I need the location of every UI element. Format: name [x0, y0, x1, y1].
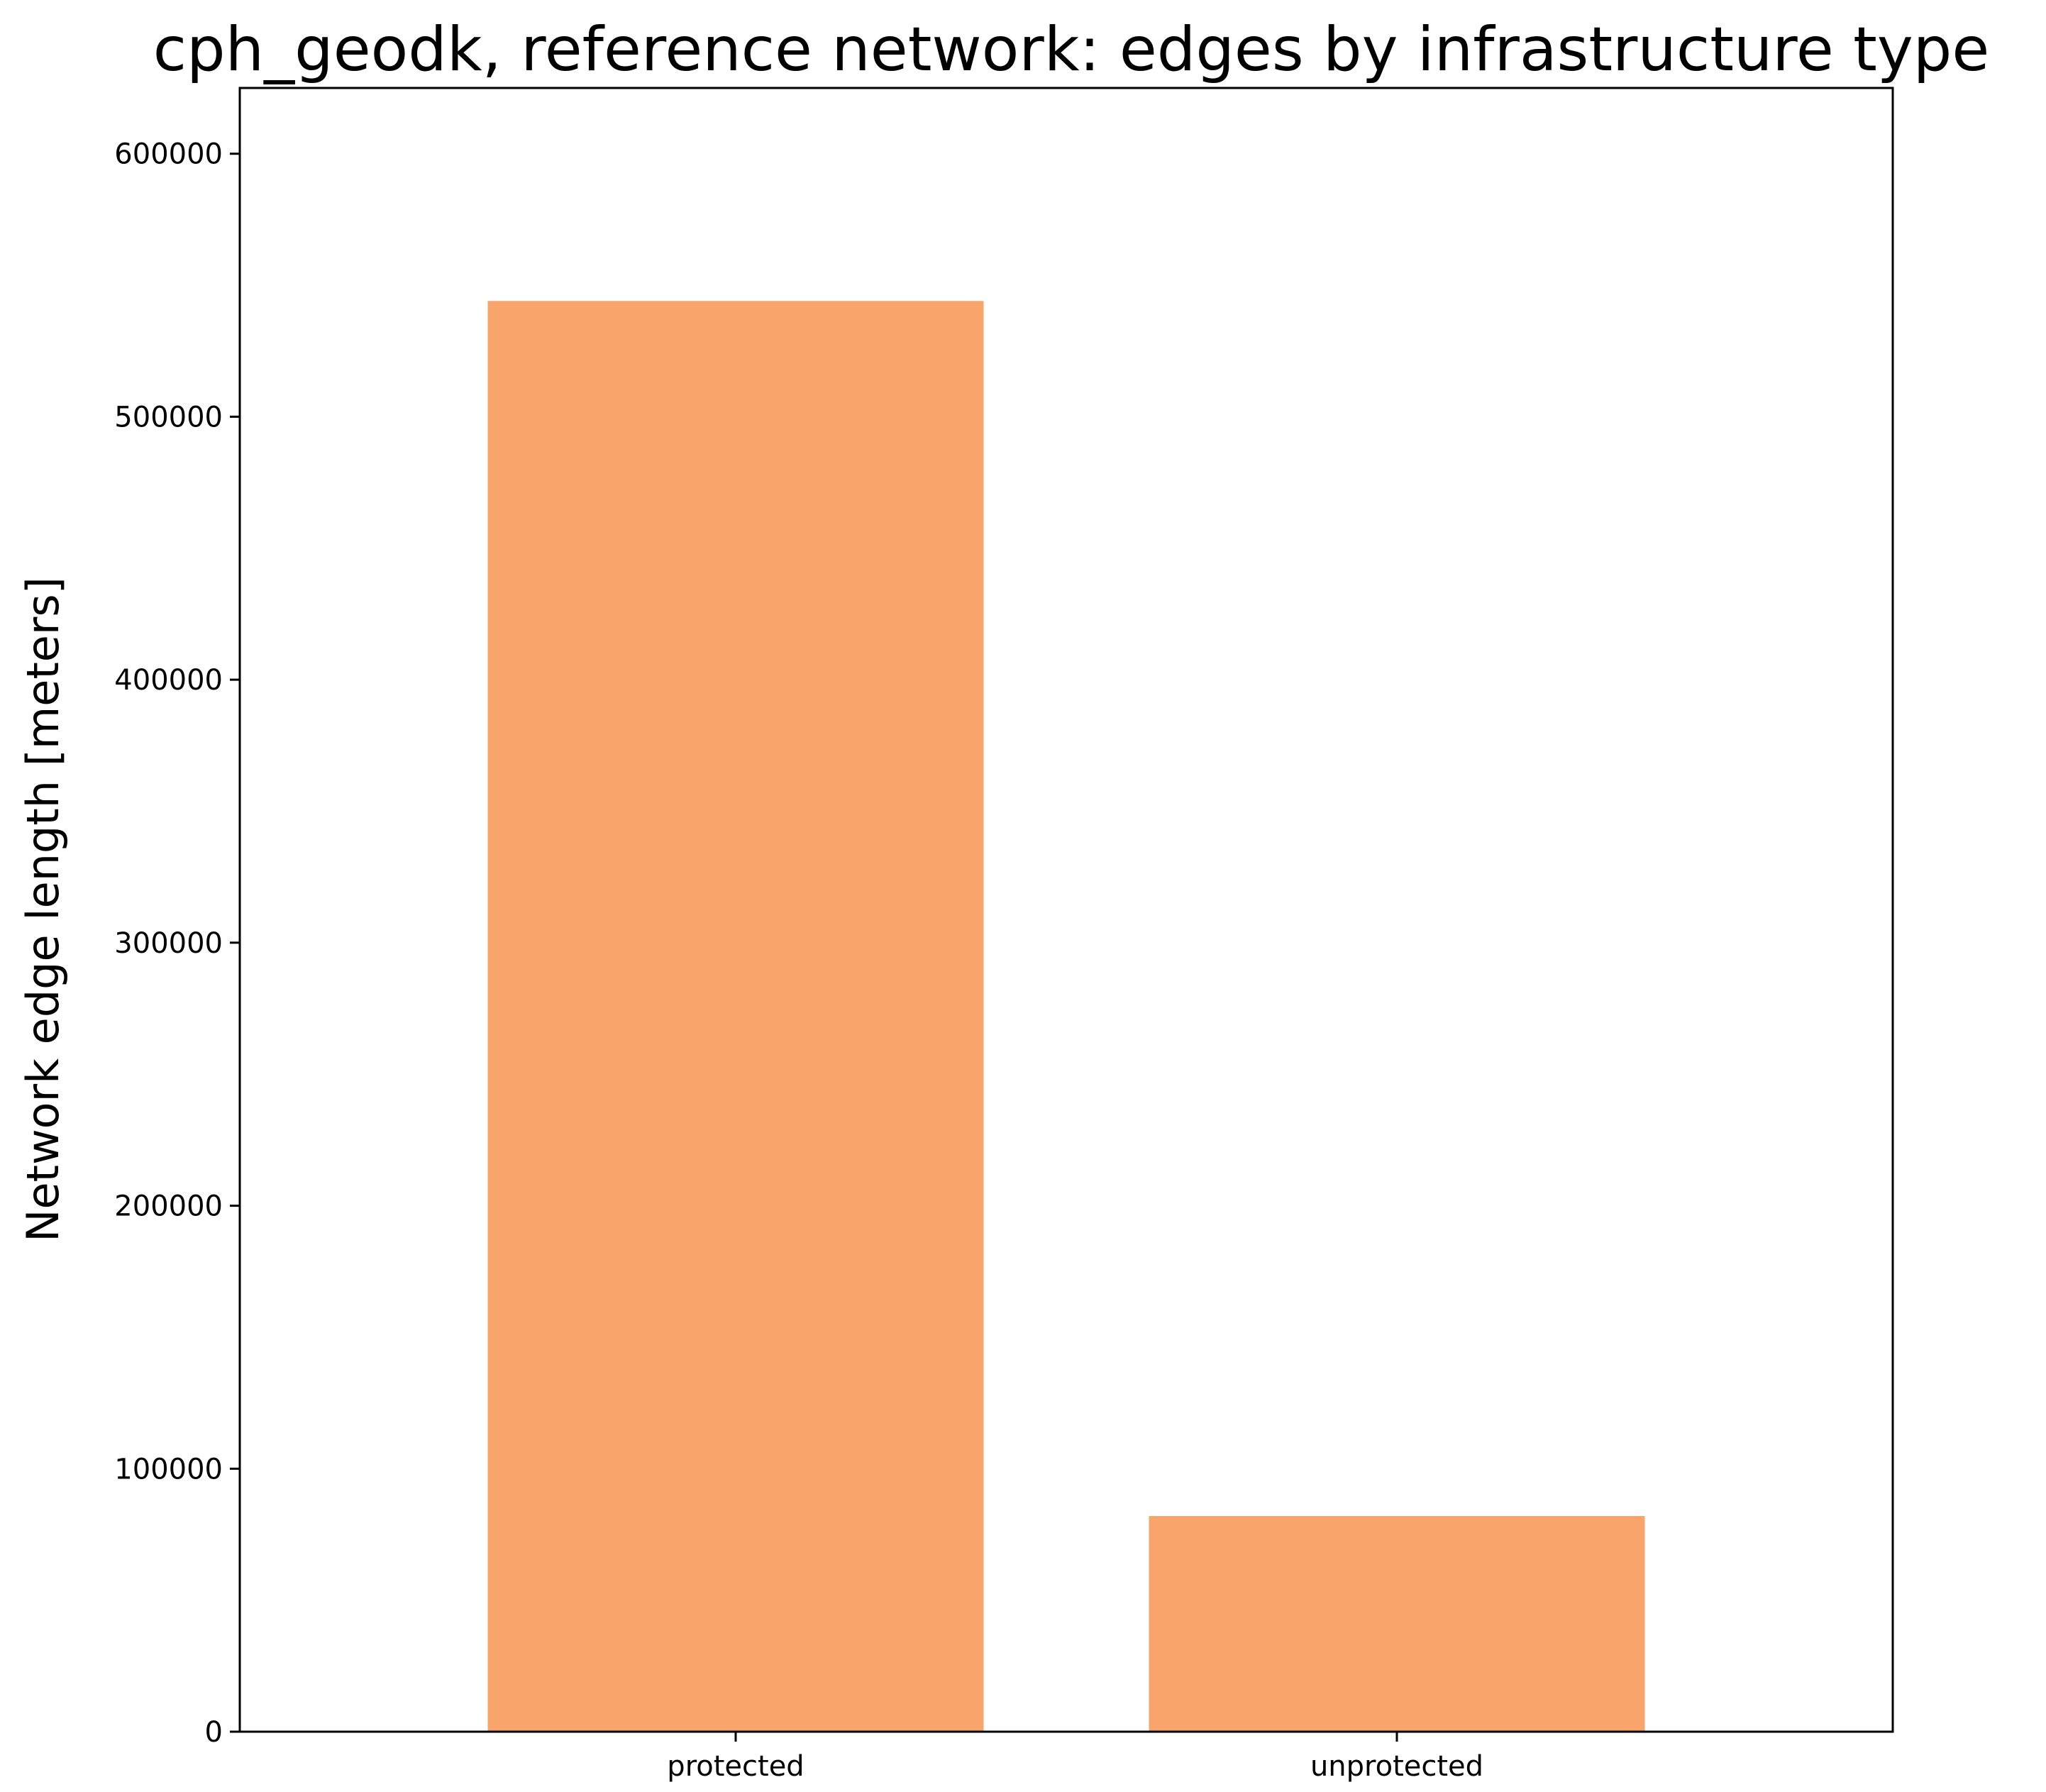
y-tick-label: 400000	[114, 664, 223, 697]
plot-frame	[238, 87, 1894, 1733]
y-axis-title: Network edge length [meters]	[17, 577, 69, 1242]
bar-unprotected	[1149, 1516, 1645, 1732]
y-tick-label: 0	[205, 1716, 223, 1749]
x-tick-label: unprotected	[1310, 1750, 1483, 1783]
y-tick-label: 300000	[114, 927, 223, 960]
x-axis-ticks: protected unprotected	[667, 1732, 1483, 1783]
x-tick-label: protected	[667, 1750, 804, 1783]
bars-layer	[487, 301, 1645, 1732]
y-tick-label: 500000	[114, 401, 223, 433]
y-axis-ticks: 0 100000 200000 300000 400000 500000 600000	[114, 138, 240, 1749]
y-tick-label: 100000	[114, 1453, 223, 1486]
y-tick-label: 200000	[114, 1190, 223, 1223]
chart-title: cph_geodk, reference network: edges by i…	[153, 14, 1990, 85]
y-tick-label: 600000	[114, 138, 223, 171]
bar-protected	[487, 301, 984, 1732]
